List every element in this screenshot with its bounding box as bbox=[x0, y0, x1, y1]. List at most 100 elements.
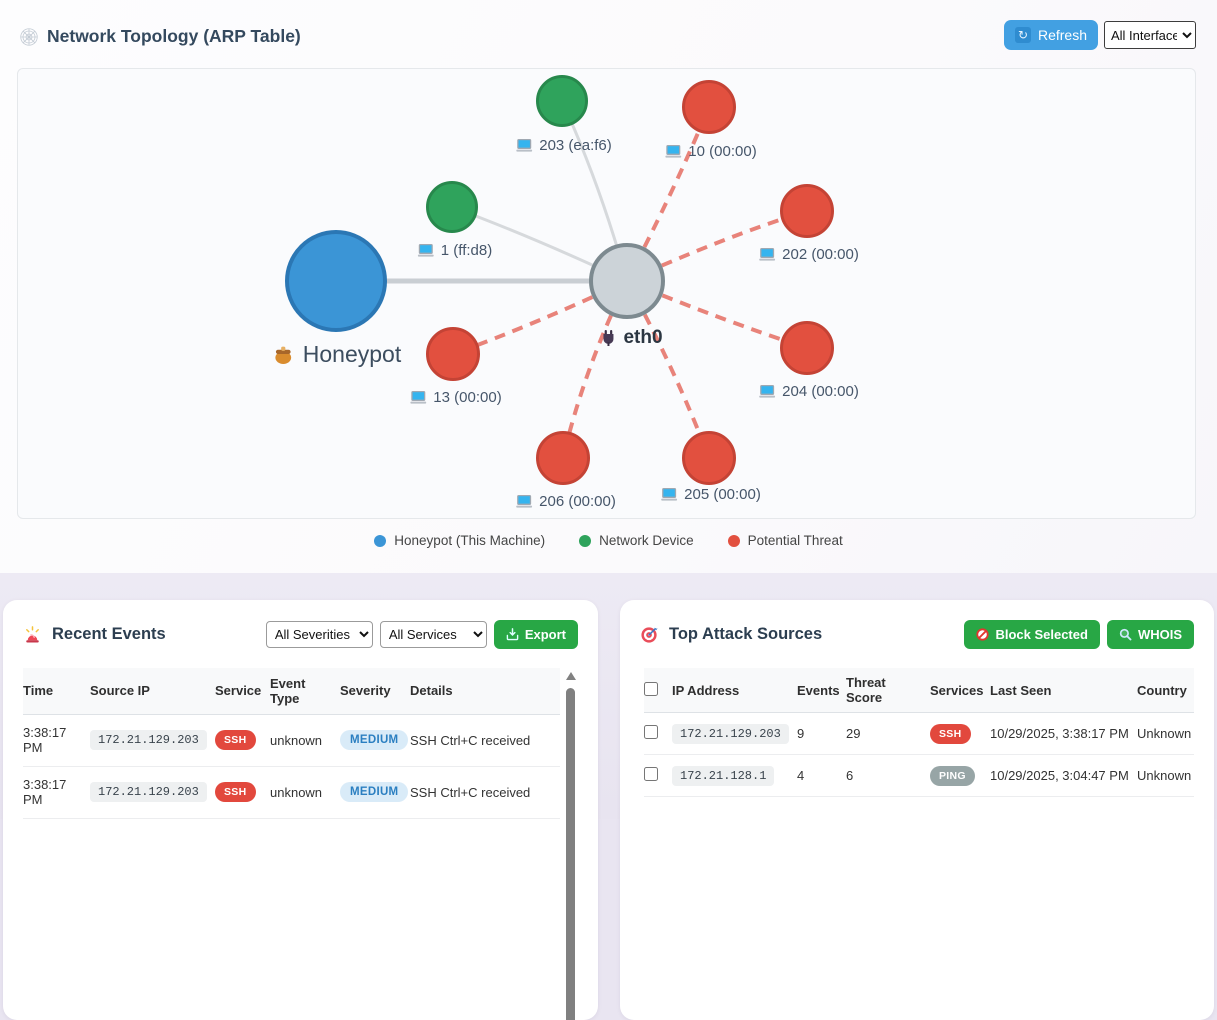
col-events: Events bbox=[797, 668, 846, 713]
computer-icon bbox=[665, 145, 682, 158]
legend-label: Network Device bbox=[599, 533, 694, 548]
web-icon bbox=[20, 27, 38, 46]
recent-events-header: Recent Events All Severities All Service… bbox=[3, 600, 598, 668]
computer-icon bbox=[417, 244, 434, 257]
source-ip-value: 172.21.129.203 bbox=[90, 730, 207, 750]
scroll-up-arrow[interactable] bbox=[566, 672, 576, 680]
search-icon bbox=[1119, 628, 1132, 640]
topology-node-202[interactable] bbox=[780, 184, 834, 238]
event-row: 3:38:17 PM 172.21.129.203 SSH unknown ME… bbox=[23, 766, 560, 819]
recent-events-table: Time Source IP Service Event Type Severi… bbox=[23, 668, 560, 819]
topology-node-206[interactable] bbox=[536, 431, 590, 485]
topology-node-honeypot[interactable] bbox=[285, 230, 387, 332]
node-label-text: 206 (00:00) bbox=[539, 493, 616, 510]
event-row: 3:38:17 PM 172.21.129.203 SSH unknown ME… bbox=[23, 714, 560, 767]
threat-score: 29 bbox=[846, 712, 930, 755]
node-label-13: 13 (00:00) bbox=[410, 389, 502, 406]
events-count: 9 bbox=[797, 712, 846, 755]
country: Unknown bbox=[1137, 712, 1194, 755]
col-event-type: Event Type bbox=[270, 668, 340, 715]
last-seen: 10/29/2025, 3:38:17 PM bbox=[990, 712, 1137, 755]
events-scrollbar[interactable] bbox=[565, 668, 576, 1020]
service-badge: SSH bbox=[215, 730, 256, 750]
page-title-text: Network Topology (ARP Table) bbox=[47, 26, 301, 46]
col-last-seen: Last Seen bbox=[990, 668, 1137, 713]
node-label-206: 206 (00:00) bbox=[516, 493, 616, 510]
attack-sources-title-text: Top Attack Sources bbox=[669, 624, 823, 643]
plug-icon bbox=[603, 330, 614, 346]
node-label-text: eth0 bbox=[623, 327, 663, 348]
event-time: 3:38:17 PM bbox=[23, 714, 90, 767]
attack-sources-header: Top Attack Sources Block Selected WHOIS bbox=[620, 600, 1214, 668]
node-label-text: 203 (ea:f6) bbox=[539, 137, 612, 154]
bottom-section: Recent Events All Severities All Service… bbox=[0, 573, 1217, 1020]
select-all-checkbox[interactable] bbox=[644, 681, 658, 696]
attack-ip-value: 172.21.128.1 bbox=[672, 765, 775, 786]
node-label-text: 204 (00:00) bbox=[782, 383, 859, 400]
computer-icon bbox=[759, 385, 776, 398]
refresh-icon: ↻ bbox=[1014, 27, 1031, 43]
recent-events-title: Recent Events bbox=[23, 625, 166, 644]
whois-button-label: WHOIS bbox=[1137, 626, 1182, 642]
honeypot-icon bbox=[275, 346, 292, 364]
attack-source-row: 172.21.128.1 4 6 PING 10/29/2025, 3:04:4… bbox=[644, 754, 1194, 797]
country: Unknown bbox=[1137, 754, 1194, 797]
scrollbar-thumb[interactable] bbox=[566, 688, 575, 1020]
attack-source-row: 172.21.129.203 9 29 SSH 10/29/2025, 3:38… bbox=[644, 712, 1194, 755]
interface-select[interactable]: All Interfaces bbox=[1104, 21, 1196, 49]
event-details: SSH Ctrl+C received bbox=[410, 714, 560, 767]
col-country: Country bbox=[1137, 668, 1194, 713]
col-threat-score: Threat Score bbox=[846, 668, 930, 713]
target-icon bbox=[641, 626, 658, 643]
export-button-label: Export bbox=[524, 626, 566, 642]
col-service: Service bbox=[215, 668, 270, 715]
block-icon bbox=[976, 627, 990, 641]
topology-node-1[interactable] bbox=[426, 181, 478, 233]
node-label-204: 204 (00:00) bbox=[759, 383, 859, 400]
legend-label: Potential Threat bbox=[747, 533, 843, 548]
col-details: Details bbox=[410, 668, 560, 715]
event-type-value: unknown bbox=[270, 766, 340, 819]
severity-filter-select[interactable]: All Severities bbox=[265, 620, 373, 648]
topology-node-204[interactable] bbox=[780, 321, 834, 375]
threat-score: 6 bbox=[846, 754, 930, 797]
topology-node-205[interactable] bbox=[682, 431, 736, 485]
computer-icon bbox=[516, 139, 533, 152]
service-badge: SSH bbox=[930, 723, 971, 744]
legend-dot-blue bbox=[374, 534, 387, 547]
service-badge: PING bbox=[930, 765, 975, 786]
attack-table-header-row: IP Address Events Threat Score Services … bbox=[644, 668, 1194, 713]
attack-sources-title: Top Attack Sources bbox=[640, 625, 822, 644]
service-badge: SSH bbox=[215, 782, 256, 802]
node-label-text: Honeypot bbox=[302, 341, 402, 367]
row-checkbox[interactable] bbox=[644, 767, 658, 781]
node-label-text: 1 (ff:d8) bbox=[440, 242, 493, 259]
topology-canvas[interactable]: 203 (ea:f6) 10 (00:00) 1 (ff:d8) 202 (00… bbox=[17, 68, 1196, 519]
recent-events-title-text: Recent Events bbox=[52, 624, 166, 643]
service-filter-select[interactable]: All Services bbox=[379, 620, 487, 648]
whois-button[interactable]: WHOIS bbox=[1106, 619, 1194, 649]
event-type-value: unknown bbox=[270, 714, 340, 767]
topology-node-eth0[interactable] bbox=[589, 243, 665, 319]
severity-badge: MEDIUM bbox=[340, 782, 409, 802]
computer-icon bbox=[661, 488, 678, 501]
legend-dot-green bbox=[579, 534, 592, 547]
node-label-text: 10 (00:00) bbox=[688, 143, 757, 160]
block-selected-button[interactable]: Block Selected bbox=[964, 619, 1100, 649]
topology-header: Network Topology (ARP Table) ↻ Refresh A… bbox=[0, 0, 1217, 68]
events-table-header-row: Time Source IP Service Event Type Severi… bbox=[23, 668, 560, 715]
block-selected-label: Block Selected bbox=[995, 626, 1088, 642]
col-services: Services bbox=[930, 668, 990, 713]
topology-node-203[interactable] bbox=[536, 75, 588, 127]
topology-legend: Honeypot (This Machine) Network Device P… bbox=[0, 533, 1217, 548]
row-checkbox[interactable] bbox=[644, 725, 658, 739]
topology-node-10[interactable] bbox=[682, 80, 736, 134]
node-label-203: 203 (ea:f6) bbox=[516, 137, 612, 154]
col-source-ip: Source IP bbox=[90, 668, 215, 715]
severity-badge: MEDIUM bbox=[340, 730, 409, 750]
refresh-button[interactable]: ↻ Refresh bbox=[1004, 20, 1098, 50]
export-button[interactable]: Export bbox=[493, 619, 578, 649]
topology-node-13[interactable] bbox=[426, 327, 480, 381]
node-label-text: 205 (00:00) bbox=[684, 486, 761, 503]
computer-icon bbox=[410, 391, 427, 404]
